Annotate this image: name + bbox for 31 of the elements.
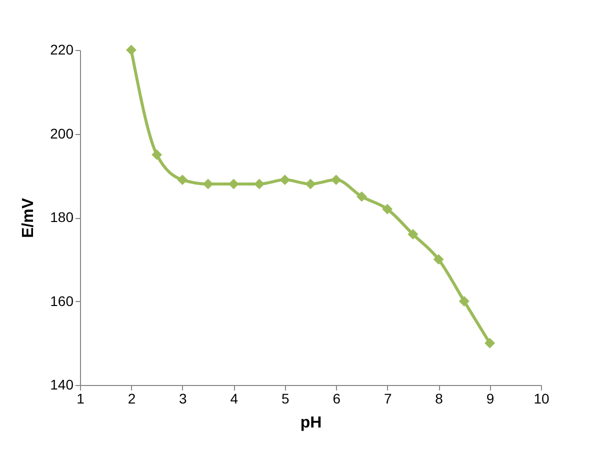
x-tick-label: 10 [534, 390, 550, 406]
x-tick-label: 7 [384, 390, 392, 406]
y-tick-label: 200 [50, 125, 74, 142]
x-tick-label: 6 [332, 390, 341, 406]
point [484, 338, 496, 348]
x-tick-label: 4 [230, 390, 238, 406]
point [254, 178, 265, 190]
point [330, 174, 342, 186]
point [433, 254, 444, 265]
point [408, 229, 418, 240]
point [280, 174, 290, 186]
x-tick-label: 3 [179, 390, 188, 406]
y-tick-label: 160 [50, 292, 74, 309]
point [305, 178, 316, 190]
point [126, 44, 136, 56]
point [152, 149, 162, 160]
y-tick-label: 180 [50, 209, 74, 225]
point [458, 296, 470, 306]
x-tick-label: 8 [435, 390, 444, 406]
y-tick-label: 220 [50, 42, 74, 58]
y-tick-label: 140 [50, 376, 74, 392]
point [356, 191, 367, 202]
y-axis-title: E/mV [20, 198, 38, 238]
x-tick-label: 5 [281, 390, 290, 406]
point [202, 178, 214, 190]
x-axis-title: pH [300, 414, 322, 432]
x-tick-label: 1 [76, 390, 85, 406]
x-tick-label: 2 [128, 390, 136, 406]
point [177, 174, 188, 186]
x-tick-label: 9 [486, 390, 494, 406]
point [382, 204, 393, 214]
